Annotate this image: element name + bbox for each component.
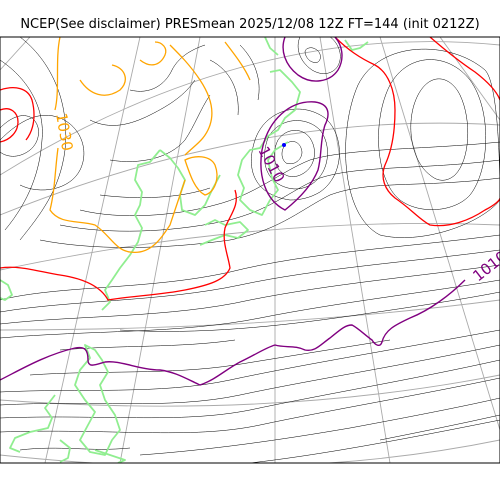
parallel-line bbox=[0, 223, 500, 271]
coastlines bbox=[0, 37, 369, 463]
meridian-line bbox=[439, 37, 500, 121]
isobars bbox=[0, 37, 500, 463]
coastline-outline bbox=[199, 219, 249, 246]
isobar-1030 bbox=[49, 37, 251, 253]
map-frame bbox=[0, 36, 500, 464]
isobar-1020 bbox=[0, 37, 500, 301]
isobar-line bbox=[0, 234, 500, 301]
low-center-marker bbox=[282, 143, 286, 147]
isobar-label-1010-center: 1010 bbox=[254, 143, 288, 185]
isobar-1030-line bbox=[139, 41, 167, 66]
isobar-line bbox=[251, 108, 340, 201]
isobar-line bbox=[0, 264, 500, 325]
isobar-line bbox=[0, 249, 500, 313]
isobar-line bbox=[0, 329, 500, 393]
map-title: NCEP(See disclaimer) PRESmean 2025/12/08… bbox=[20, 17, 480, 32]
isobar-line bbox=[139, 397, 500, 456]
isobar-line bbox=[239, 44, 260, 101]
isobar-1010-line bbox=[282, 37, 343, 82]
coastline-outline bbox=[59, 439, 71, 463]
graticule bbox=[0, 37, 500, 463]
isobar-1010-line bbox=[260, 101, 329, 211]
isobar-line bbox=[0, 377, 500, 434]
isobar-1020-line bbox=[0, 87, 35, 141]
isobar-line bbox=[89, 79, 196, 126]
isobar-line bbox=[0, 115, 39, 157]
isobar-label-1030: 1030 bbox=[52, 112, 76, 153]
coastline-outline bbox=[101, 149, 161, 311]
isobar-line bbox=[0, 344, 500, 406]
meridian-line bbox=[319, 37, 391, 463]
isobar-line bbox=[0, 279, 500, 339]
isobar-line bbox=[129, 44, 206, 92]
isobar-line bbox=[0, 59, 43, 231]
isobar-1030-line bbox=[224, 41, 251, 81]
isobar-line bbox=[379, 414, 500, 441]
coastline-outline bbox=[264, 37, 279, 56]
isobar-line bbox=[281, 141, 303, 164]
parallel-line bbox=[0, 439, 500, 463]
isobar-line bbox=[378, 59, 486, 210]
isobar-line bbox=[79, 141, 500, 216]
meridian-line bbox=[44, 37, 141, 463]
isobar-1030-line bbox=[49, 147, 186, 253]
isobar-1020-line bbox=[0, 108, 19, 143]
isobar-1030-line bbox=[79, 64, 126, 96]
isobar-1020-line bbox=[334, 37, 500, 227]
isobar-1030-line bbox=[169, 44, 213, 156]
parallel-line bbox=[0, 374, 500, 407]
isobar-line bbox=[345, 48, 500, 238]
isobar-line bbox=[19, 447, 131, 451]
isobar-line bbox=[119, 291, 500, 332]
coastline-outline bbox=[237, 69, 301, 216]
isobar-line bbox=[304, 47, 321, 63]
isobar-1010 bbox=[0, 37, 466, 386]
parallel-line bbox=[0, 299, 500, 331]
isobar-line bbox=[249, 419, 500, 463]
meridian-line bbox=[0, 37, 31, 71]
isobar-1010-line bbox=[0, 279, 466, 386]
isobar-line bbox=[209, 59, 239, 116]
coastline-outline bbox=[159, 149, 221, 216]
coastline-outline bbox=[9, 394, 56, 453]
isobar-1030-line bbox=[184, 156, 218, 196]
isobar-1020-line bbox=[429, 37, 500, 101]
isobar-1020-line bbox=[0, 189, 237, 301]
coastline-outline bbox=[0, 279, 13, 301]
isobar-line bbox=[297, 37, 341, 74]
parallel-line bbox=[0, 41, 500, 176]
isobar-line bbox=[19, 37, 66, 241]
meridian-line bbox=[119, 37, 201, 463]
coastline-outline bbox=[344, 39, 369, 51]
meridian-line bbox=[379, 37, 500, 431]
coastline-outline bbox=[94, 449, 126, 463]
isobar-line bbox=[264, 120, 328, 190]
isobar-1030-line bbox=[54, 37, 61, 111]
isobar-line bbox=[410, 78, 468, 181]
isobar-line bbox=[39, 177, 500, 248]
isobar-line bbox=[59, 339, 236, 351]
isobar-line bbox=[109, 94, 211, 162]
isobar-line bbox=[0, 359, 500, 419]
isobar-line bbox=[99, 187, 211, 198]
isobar-line bbox=[29, 339, 391, 376]
coastline-outline bbox=[74, 344, 121, 456]
